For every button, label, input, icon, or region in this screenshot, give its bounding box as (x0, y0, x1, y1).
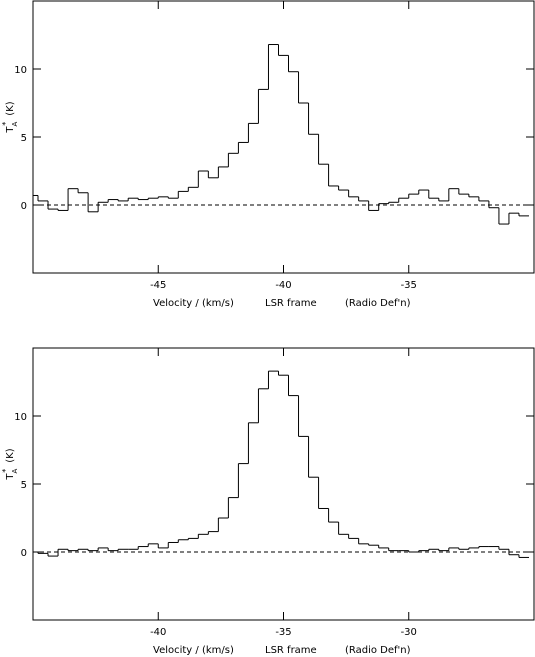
y-label-superscript: * (1, 469, 10, 473)
x-tick-label: -30 (401, 627, 417, 638)
spectrum (33, 370, 529, 558)
y-label-subscript: A (11, 122, 19, 127)
x-tick-label: -35 (275, 627, 291, 638)
x-axis-label: LSR frame (265, 645, 317, 656)
y-label-symbol: T (5, 473, 16, 481)
y-label-subscript: A (11, 469, 19, 474)
y-tick-label: 10 (14, 412, 27, 423)
y-label-unit: (K) (5, 101, 16, 115)
y-tick-label: 5 (21, 480, 27, 491)
plot-frame (32, 347, 535, 621)
x-tick-label: -40 (150, 627, 166, 638)
spectrum-panel: -45 -40 -35 0 5 10 Velocity / (km/s) LSR frame (… (1, 0, 535, 309)
spectrum-panel: -40 -35 -30 0 5 10 Velocity / (km/s) LSR frame (… (1, 347, 535, 656)
y-tick-label: 0 (21, 548, 27, 559)
x-tick-label: -40 (275, 280, 291, 291)
y-tick-label: 10 (14, 65, 27, 76)
x-tick-label: -45 (150, 280, 166, 291)
x-axis-label: Velocity / (km/s) (153, 298, 234, 309)
y-tick-label: 5 (21, 133, 27, 144)
x-axis-label: Velocity / (km/s) (153, 645, 234, 656)
y-axis-label: TA* (K) (1, 448, 19, 480)
spectrum (33, 44, 529, 225)
y-axis-label: TA* (K) (1, 101, 19, 133)
y-tick-label: 0 (21, 201, 27, 212)
x-axis-label: (Radio Def'n) (345, 298, 411, 309)
y-label-unit: (K) (5, 448, 16, 462)
plot-frame (32, 0, 535, 274)
x-axis-label: LSR frame (265, 298, 317, 309)
x-tick-label: -35 (401, 280, 417, 291)
y-label-symbol: T (5, 126, 16, 134)
x-axis-label: (Radio Def'n) (345, 645, 411, 656)
y-label-superscript: * (1, 122, 10, 126)
